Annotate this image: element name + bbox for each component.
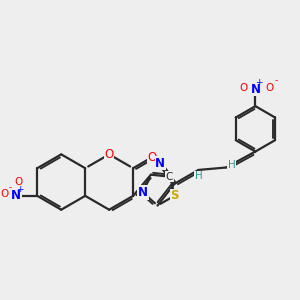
Text: S: S xyxy=(170,189,178,202)
Text: N: N xyxy=(138,186,148,199)
Text: O: O xyxy=(14,177,22,187)
Text: +: + xyxy=(16,185,24,194)
Text: O: O xyxy=(0,189,8,200)
Text: C: C xyxy=(166,172,173,182)
Text: H: H xyxy=(228,160,236,170)
Text: N: N xyxy=(11,189,21,203)
Text: O: O xyxy=(147,151,157,164)
Text: -: - xyxy=(275,76,278,85)
Text: +: + xyxy=(255,78,263,87)
Text: N: N xyxy=(155,157,165,170)
Text: O: O xyxy=(265,83,274,93)
Text: -: - xyxy=(8,183,11,192)
Text: N: N xyxy=(250,83,260,96)
Text: H: H xyxy=(195,171,203,181)
Text: O: O xyxy=(104,148,114,161)
Text: O: O xyxy=(239,83,247,93)
